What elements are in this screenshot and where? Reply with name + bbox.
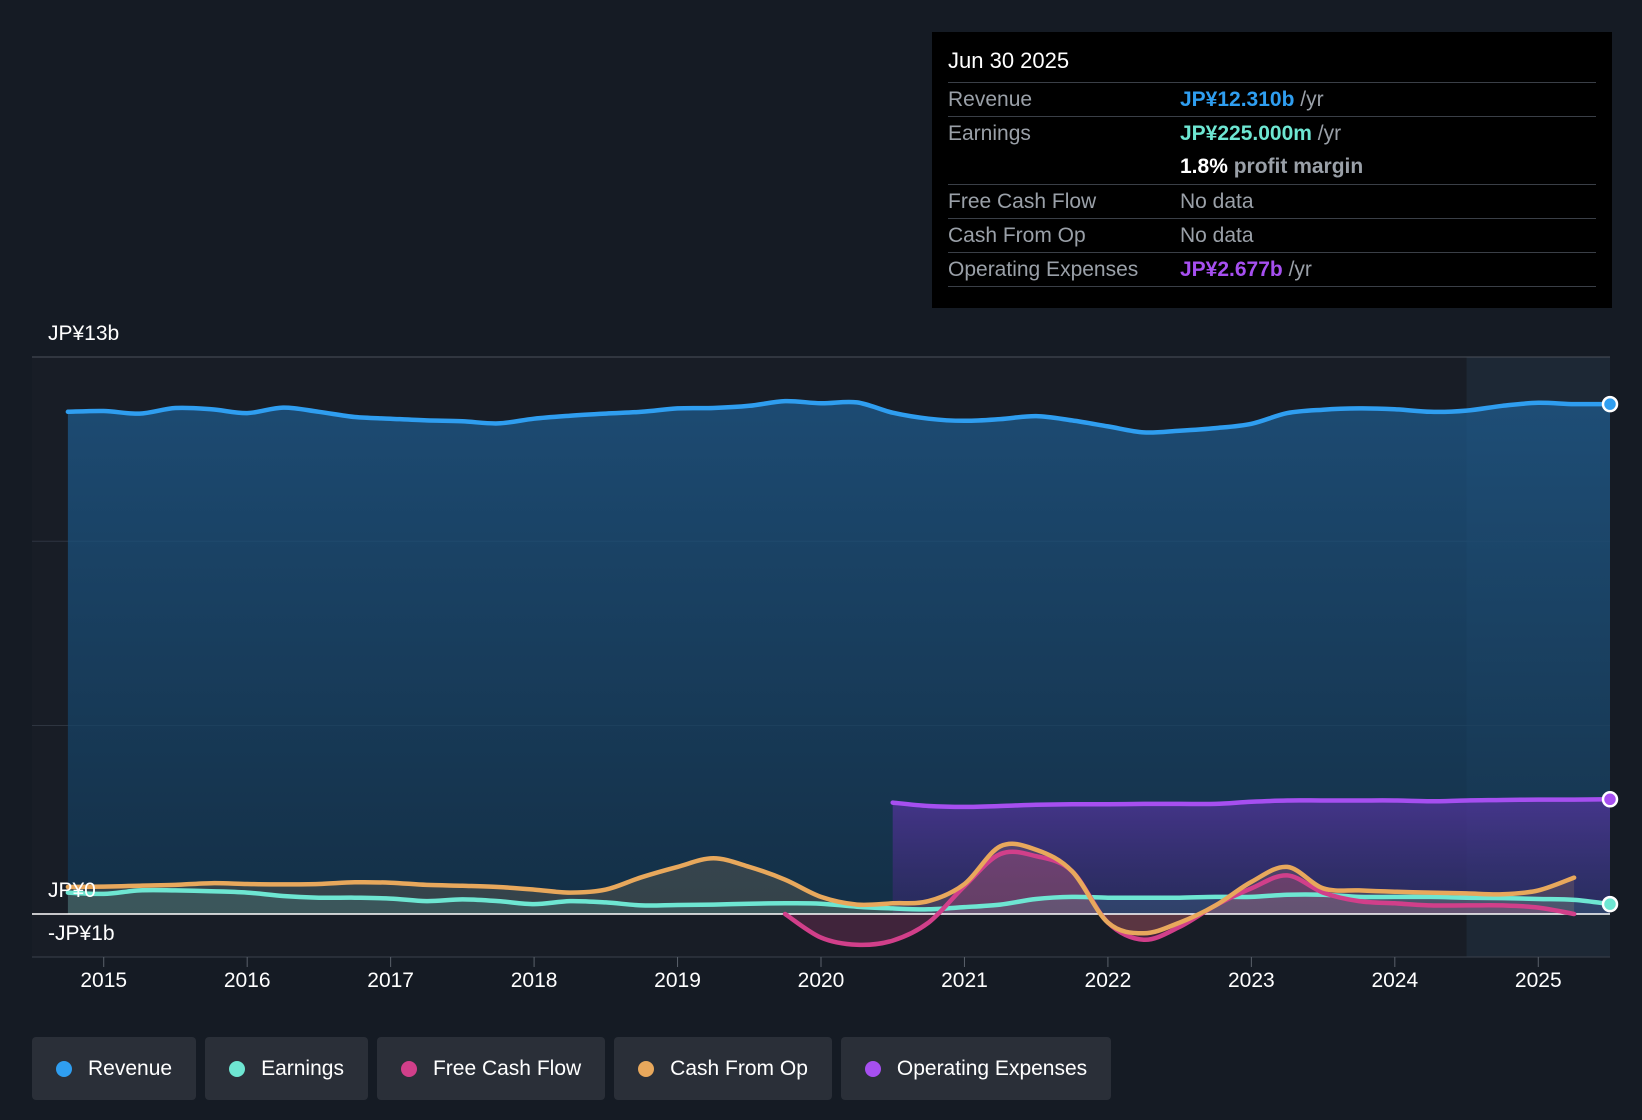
tooltip-revenue-label: Revenue <box>948 88 1033 111</box>
legend-item-cash-from-op[interactable]: Cash From Op <box>614 1037 832 1100</box>
x-tick-label-2017: 2017 <box>367 969 414 992</box>
x-tick-label-2022: 2022 <box>1085 969 1132 992</box>
legend-dot-revenue <box>56 1060 72 1077</box>
x-tick-label-2024: 2024 <box>1371 969 1418 992</box>
tooltip-revenue-unit: /yr <box>1294 88 1324 111</box>
legend-item-revenue[interactable]: Revenue <box>32 1037 197 1100</box>
tooltip-opex-label: Operating Expenses <box>948 258 1139 281</box>
x-tick-label-2016: 2016 <box>224 969 271 992</box>
area-revenue <box>67 401 1610 914</box>
tooltip-cfo-label: Cash From Op <box>948 224 1086 247</box>
tooltip-cfo-value: No data <box>1180 224 1254 247</box>
legend-dot-earnings <box>229 1060 246 1077</box>
line-fcf <box>782 849 1577 948</box>
line-earnings <box>65 887 1613 912</box>
tooltip-panel: Jun 30 2025 Revenue JP¥12.310b /yr Earni… <box>932 32 1612 308</box>
y-axis-zero-label: JP¥0 <box>48 879 96 902</box>
x-tick-label-2015: 2015 <box>80 969 127 992</box>
marker-revenue <box>1601 395 1619 413</box>
line-opex <box>890 797 1613 810</box>
x-tick-label-2021: 2021 <box>941 969 988 992</box>
x-tick-label-2020: 2020 <box>798 969 845 992</box>
legend-label-earnings: Earnings <box>261 1056 344 1080</box>
area-opex <box>892 799 1610 914</box>
x-tick-label-2023: 2023 <box>1228 969 1275 992</box>
tooltip-date: Jun 30 2025 <box>948 46 1596 83</box>
tooltip-opex-unit: /yr <box>1282 258 1312 281</box>
tooltip-earnings-value: JP¥225.000m <box>1180 122 1312 145</box>
legend-item-operating-expenses[interactable]: Operating Expenses <box>840 1037 1112 1100</box>
marker-opex <box>1601 791 1619 808</box>
area-fcf <box>785 851 1575 945</box>
legend-label-revenue: Revenue <box>88 1056 173 1080</box>
tooltip-opex-value: JP¥2.677b <box>1180 258 1283 281</box>
y-axis-bottom-label: -JP¥1b <box>48 922 115 945</box>
tooltip-fcf-value: No data <box>1180 190 1254 213</box>
legend-dot-free-cash-flow <box>400 1060 417 1077</box>
tooltip-fcf-label: Free Cash Flow <box>948 190 1097 213</box>
marker-earnings <box>1601 895 1619 913</box>
tooltip-earnings-label: Earnings <box>948 122 1031 145</box>
x-tick-label-2018: 2018 <box>511 969 558 992</box>
tooltip-profit-margin-label: profit margin <box>1227 155 1364 178</box>
line-cfo <box>65 841 1577 936</box>
tooltip-revenue-value: JP¥12.310b <box>1180 88 1295 111</box>
y-axis-top-label: JP¥13b <box>48 322 119 345</box>
tooltip-earnings-unit: /yr <box>1311 122 1342 145</box>
x-tick-label-2025: 2025 <box>1515 969 1562 992</box>
area-earnings <box>67 890 1610 914</box>
legend-dot-cash-from-op <box>638 1060 655 1077</box>
tooltip-profit-margin-value: 1.8% <box>1180 155 1228 178</box>
tooltip-row-opex: Operating Expenses JP¥2.677b /yr <box>948 253 1596 287</box>
legend-dot-operating-expenses <box>864 1060 881 1077</box>
legend-item-free-cash-flow[interactable]: Free Cash Flow <box>376 1037 606 1100</box>
chart-legend: Revenue Earnings Free Cash Flow Cash Fro… <box>32 1037 1112 1100</box>
legend-label-cash-from-op: Cash From Op <box>670 1056 808 1080</box>
tooltip-row-revenue: Revenue JP¥12.310b /yr <box>948 83 1596 117</box>
tooltip-row-earnings: Earnings JP¥225.000m /yr 1.8% profit mar… <box>948 117 1596 185</box>
legend-label-operating-expenses: Operating Expenses <box>896 1056 1088 1080</box>
area-cfo <box>67 843 1575 934</box>
legend-item-earnings[interactable]: Earnings <box>205 1037 368 1100</box>
tooltip-row-cfo: Cash From Op No data <box>948 219 1596 253</box>
x-tick-label-2019: 2019 <box>654 969 701 992</box>
line-revenue <box>65 398 1613 435</box>
tooltip-row-fcf: Free Cash Flow No data <box>948 185 1596 219</box>
legend-label-free-cash-flow: Free Cash Flow <box>432 1056 582 1080</box>
